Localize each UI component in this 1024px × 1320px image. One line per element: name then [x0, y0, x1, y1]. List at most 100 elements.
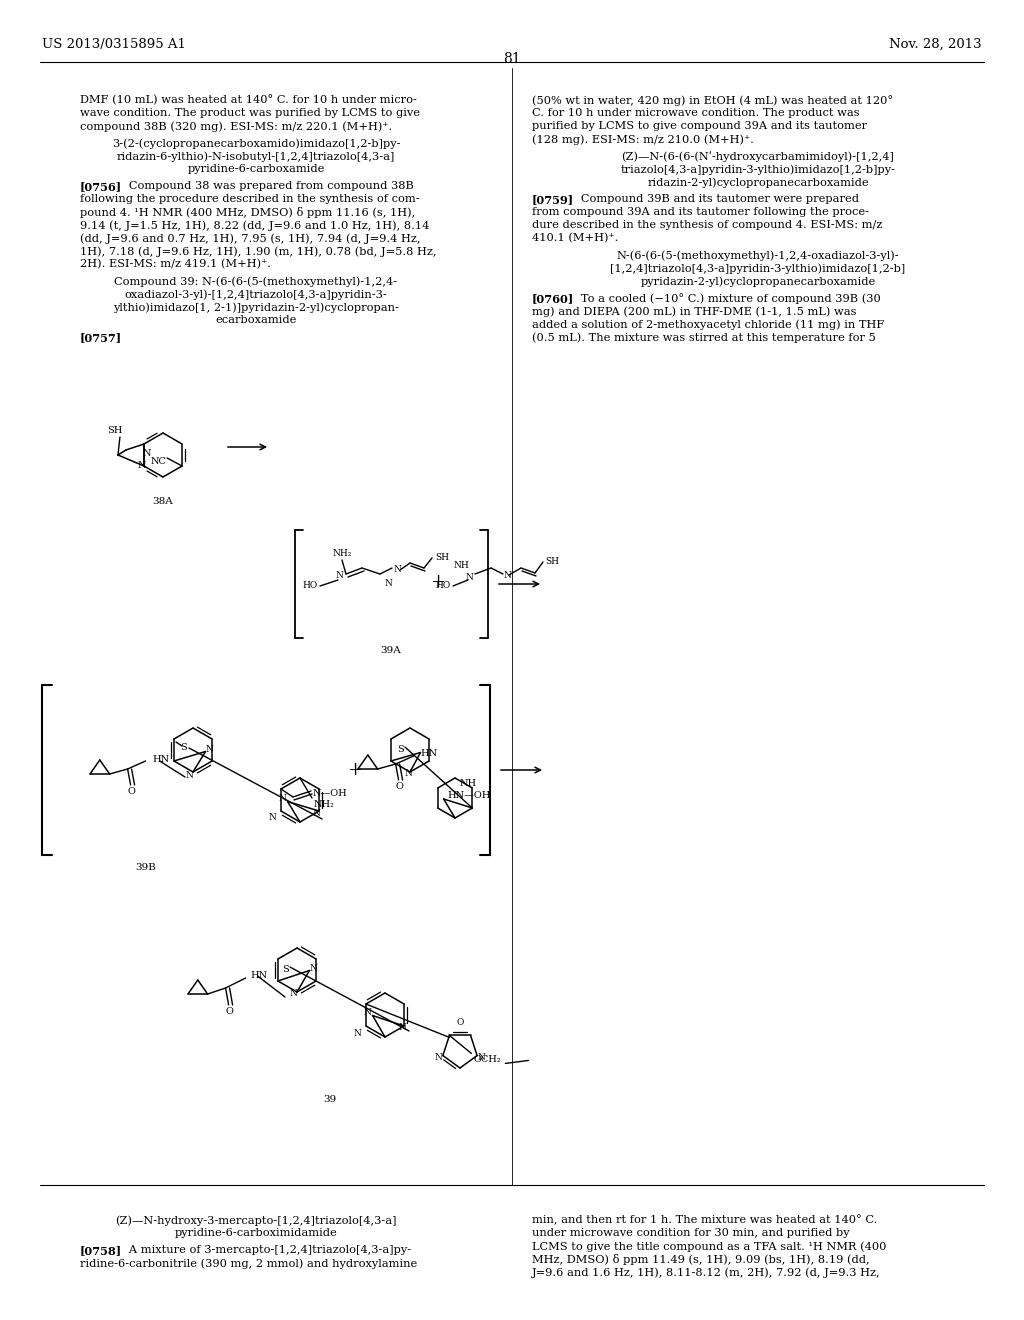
Text: N: N — [465, 573, 473, 582]
Text: N: N — [312, 808, 319, 817]
Text: LCMS to give the title compound as a TFA salt. ¹H NMR (400: LCMS to give the title compound as a TFA… — [532, 1241, 887, 1251]
Text: NH: NH — [454, 561, 469, 570]
Text: ylthio)imidazo[1, 2-1)]pyridazin-2-yl)cyclopropan-: ylthio)imidazo[1, 2-1)]pyridazin-2-yl)cy… — [113, 302, 399, 313]
Text: N: N — [398, 1023, 406, 1032]
Text: pyridazin-2-yl)cyclopropanecarboxamide: pyridazin-2-yl)cyclopropanecarboxamide — [640, 276, 876, 286]
Text: HN: HN — [421, 750, 437, 759]
Text: N: N — [206, 744, 213, 754]
Text: N: N — [364, 1008, 372, 1016]
Text: ridine-6-carbonitrile (390 mg, 2 mmol) and hydroxylamine: ridine-6-carbonitrile (390 mg, 2 mmol) a… — [80, 1258, 417, 1269]
Text: NH₂: NH₂ — [314, 800, 335, 809]
Text: O: O — [395, 781, 403, 791]
Text: added a solution of 2-methoxyacetyl chloride (11 mg) in THF: added a solution of 2-methoxyacetyl chlo… — [532, 319, 885, 330]
Text: MHz, DMSO) δ ppm 11.49 (s, 1H), 9.09 (bs, 1H), 8.19 (dd,: MHz, DMSO) δ ppm 11.49 (s, 1H), 9.09 (bs… — [532, 1254, 869, 1265]
Text: wave condition. The product was purified by LCMS to give: wave condition. The product was purified… — [80, 108, 420, 117]
Text: ridazin-6-ylthio)-N-isobutyl-[1,2,4]triazolo[4,3-a]: ridazin-6-ylthio)-N-isobutyl-[1,2,4]tria… — [117, 150, 395, 161]
Text: [0759]: [0759] — [532, 194, 574, 205]
Text: (dd, J=9.6 and 0.7 Hz, 1H), 7.95 (s, 1H), 7.94 (d, J=9.4 Hz,: (dd, J=9.6 and 0.7 Hz, 1H), 7.95 (s, 1H)… — [80, 234, 421, 244]
Text: N: N — [142, 449, 152, 458]
Text: N: N — [404, 770, 412, 779]
Text: from compound 39A and its tautomer following the proce-: from compound 39A and its tautomer follo… — [532, 207, 869, 216]
Text: purified by LCMS to give compound 39A and its tautomer: purified by LCMS to give compound 39A an… — [532, 121, 867, 131]
Text: N: N — [309, 964, 317, 973]
Text: SH: SH — [545, 557, 559, 565]
Text: (Z)—N-hydroxy-3-mercapto-[1,2,4]triazolo[4,3-a]: (Z)—N-hydroxy-3-mercapto-[1,2,4]triazolo… — [116, 1214, 396, 1225]
Text: S: S — [180, 743, 187, 752]
Text: [1,2,4]triazolo[4,3-a]pyridin-3-ylthio)imidazo[1,2-b]: [1,2,4]triazolo[4,3-a]pyridin-3-ylthio)i… — [610, 263, 905, 273]
Text: N: N — [504, 570, 512, 579]
Text: 38A: 38A — [153, 498, 173, 506]
Text: Nov. 28, 2013: Nov. 28, 2013 — [890, 38, 982, 51]
Text: N: N — [393, 565, 400, 573]
Text: N: N — [335, 572, 343, 581]
Text: 39A: 39A — [381, 645, 401, 655]
Text: Compound 39B and its tautomer were prepared: Compound 39B and its tautomer were prepa… — [570, 194, 859, 205]
Text: To a cooled (−10° C.) mixture of compound 39B (30: To a cooled (−10° C.) mixture of compoun… — [570, 293, 881, 304]
Text: oxadiazol-3-yl)-[1,2,4]triazolo[4,3-a]pyridin-3-: oxadiazol-3-yl)-[1,2,4]triazolo[4,3-a]py… — [125, 289, 387, 300]
Text: HO: HO — [303, 581, 318, 590]
Text: N: N — [353, 1028, 360, 1038]
Text: N: N — [384, 579, 392, 589]
Text: N: N — [289, 990, 297, 998]
Text: NH: NH — [460, 779, 477, 788]
Text: 81: 81 — [503, 51, 521, 66]
Text: 39B: 39B — [135, 863, 157, 873]
Text: pound 4. ¹H NMR (400 MHz, DMSO) δ ppm 11.16 (s, 1H),: pound 4. ¹H NMR (400 MHz, DMSO) δ ppm 11… — [80, 207, 416, 218]
Text: [0760]: [0760] — [532, 293, 574, 304]
Text: SH: SH — [435, 553, 449, 562]
Text: dure described in the synthesis of compound 4. ESI-MS: m/z: dure described in the synthesis of compo… — [532, 220, 883, 230]
Text: 3-(2-(cyclopropanecarboxamido)imidazo[1,2-b]py-: 3-(2-(cyclopropanecarboxamido)imidazo[1,… — [112, 139, 400, 149]
Text: pyridine-6-carboxamide: pyridine-6-carboxamide — [187, 164, 325, 174]
Text: mg) and DIEPA (200 mL) in THF-DME (1-1, 1.5 mL) was: mg) and DIEPA (200 mL) in THF-DME (1-1, … — [532, 306, 856, 317]
Text: US 2013/0315895 A1: US 2013/0315895 A1 — [42, 38, 186, 51]
Text: N-(6-(6-(5-(methoxymethyl)-1,2,4-oxadiazol-3-yl)-: N-(6-(6-(5-(methoxymethyl)-1,2,4-oxadiaz… — [616, 249, 899, 260]
Text: S: S — [397, 744, 404, 754]
Text: N: N — [477, 1053, 485, 1063]
Text: Compound 38 was prepared from compound 38B: Compound 38 was prepared from compound 3… — [118, 181, 414, 191]
Text: ridazin-2-yl)cyclopropanecarboxamide: ridazin-2-yl)cyclopropanecarboxamide — [647, 177, 868, 187]
Text: +: + — [430, 573, 445, 591]
Text: Compound 39: N-(6-(6-(5-(methoxymethyl)-1,2,4-: Compound 39: N-(6-(6-(5-(methoxymethyl)-… — [115, 276, 397, 286]
Text: 39: 39 — [324, 1096, 337, 1104]
Text: O: O — [225, 1007, 233, 1016]
Text: NH₂: NH₂ — [333, 549, 351, 558]
Text: N: N — [137, 461, 146, 470]
Text: N—OH: N—OH — [313, 788, 348, 797]
Text: [0758]: [0758] — [80, 1245, 122, 1257]
Text: SH: SH — [108, 426, 123, 436]
Text: N: N — [268, 813, 275, 822]
Text: (Z)—N-(6-(6-(Nʹ-hydroxycarbamimidoyl)-[1,2,4]: (Z)—N-(6-(6-(Nʹ-hydroxycarbamimidoyl)-[1… — [622, 150, 894, 162]
Text: S: S — [283, 965, 290, 974]
Text: N: N — [435, 1053, 442, 1063]
Text: NC: NC — [151, 458, 166, 466]
Text: OCH₂: OCH₂ — [473, 1056, 501, 1064]
Text: (128 mg). ESI-MS: m/z 210.0 (M+H)⁺.: (128 mg). ESI-MS: m/z 210.0 (M+H)⁺. — [532, 135, 754, 145]
Text: 1H), 7.18 (d, J=9.6 Hz, 1H), 1.90 (m, 1H), 0.78 (bd, J=5.8 Hz,: 1H), 7.18 (d, J=9.6 Hz, 1H), 1.90 (m, 1H… — [80, 246, 436, 256]
Text: N: N — [279, 795, 287, 803]
Text: O: O — [457, 1018, 464, 1027]
Text: +: + — [347, 762, 362, 779]
Text: J=9.6 and 1.6 Hz, 1H), 8.11-8.12 (m, 2H), 7.92 (d, J=9.3 Hz,: J=9.6 and 1.6 Hz, 1H), 8.11-8.12 (m, 2H)… — [532, 1267, 881, 1278]
Text: (0.5 mL). The mixture was stirred at this temperature for 5: (0.5 mL). The mixture was stirred at thi… — [532, 333, 876, 343]
Text: following the procedure described in the synthesis of com-: following the procedure described in the… — [80, 194, 420, 205]
Text: pyridine-6-carboximidamide: pyridine-6-carboximidamide — [175, 1228, 337, 1238]
Text: HO: HO — [436, 581, 451, 590]
Text: HN: HN — [153, 755, 170, 763]
Text: 410.1 (M+H)⁺.: 410.1 (M+H)⁺. — [532, 234, 618, 243]
Text: 2H). ESI-MS: m/z 419.1 (M+H)⁺.: 2H). ESI-MS: m/z 419.1 (M+H)⁺. — [80, 259, 271, 269]
Text: O: O — [128, 787, 135, 796]
Text: HN: HN — [251, 972, 267, 981]
Text: triazolo[4,3-a]pyridin-3-ylthio)imidazo[1,2-b]py-: triazolo[4,3-a]pyridin-3-ylthio)imidazo[… — [621, 164, 896, 174]
Text: (50% wt in water, 420 mg) in EtOH (4 mL) was heated at 120°: (50% wt in water, 420 mg) in EtOH (4 mL)… — [532, 95, 893, 106]
Text: ecarboxamide: ecarboxamide — [215, 315, 297, 325]
Text: min, and then rt for 1 h. The mixture was heated at 140° C.: min, and then rt for 1 h. The mixture wa… — [532, 1214, 878, 1226]
Text: C. for 10 h under microwave condition. The product was: C. for 10 h under microwave condition. T… — [532, 108, 859, 117]
Text: compound 38B (320 mg). ESI-MS: m/z 220.1 (M+H)⁺.: compound 38B (320 mg). ESI-MS: m/z 220.1… — [80, 121, 392, 132]
Text: [0756]: [0756] — [80, 181, 122, 191]
Text: [0757]: [0757] — [80, 333, 122, 343]
Text: under microwave condition for 30 min, and purified by: under microwave condition for 30 min, an… — [532, 1228, 850, 1238]
Text: DMF (10 mL) was heated at 140° C. for 10 h under micro-: DMF (10 mL) was heated at 140° C. for 10… — [80, 95, 417, 106]
Text: 9.14 (t, J=1.5 Hz, 1H), 8.22 (dd, J=9.6 and 1.0 Hz, 1H), 8.14: 9.14 (t, J=1.5 Hz, 1H), 8.22 (dd, J=9.6 … — [80, 220, 429, 231]
Text: HN—OH: HN—OH — [447, 792, 492, 800]
Text: A mixture of 3-mercapto-[1,2,4]triazolo[4,3-a]py-: A mixture of 3-mercapto-[1,2,4]triazolo[… — [118, 1245, 411, 1255]
